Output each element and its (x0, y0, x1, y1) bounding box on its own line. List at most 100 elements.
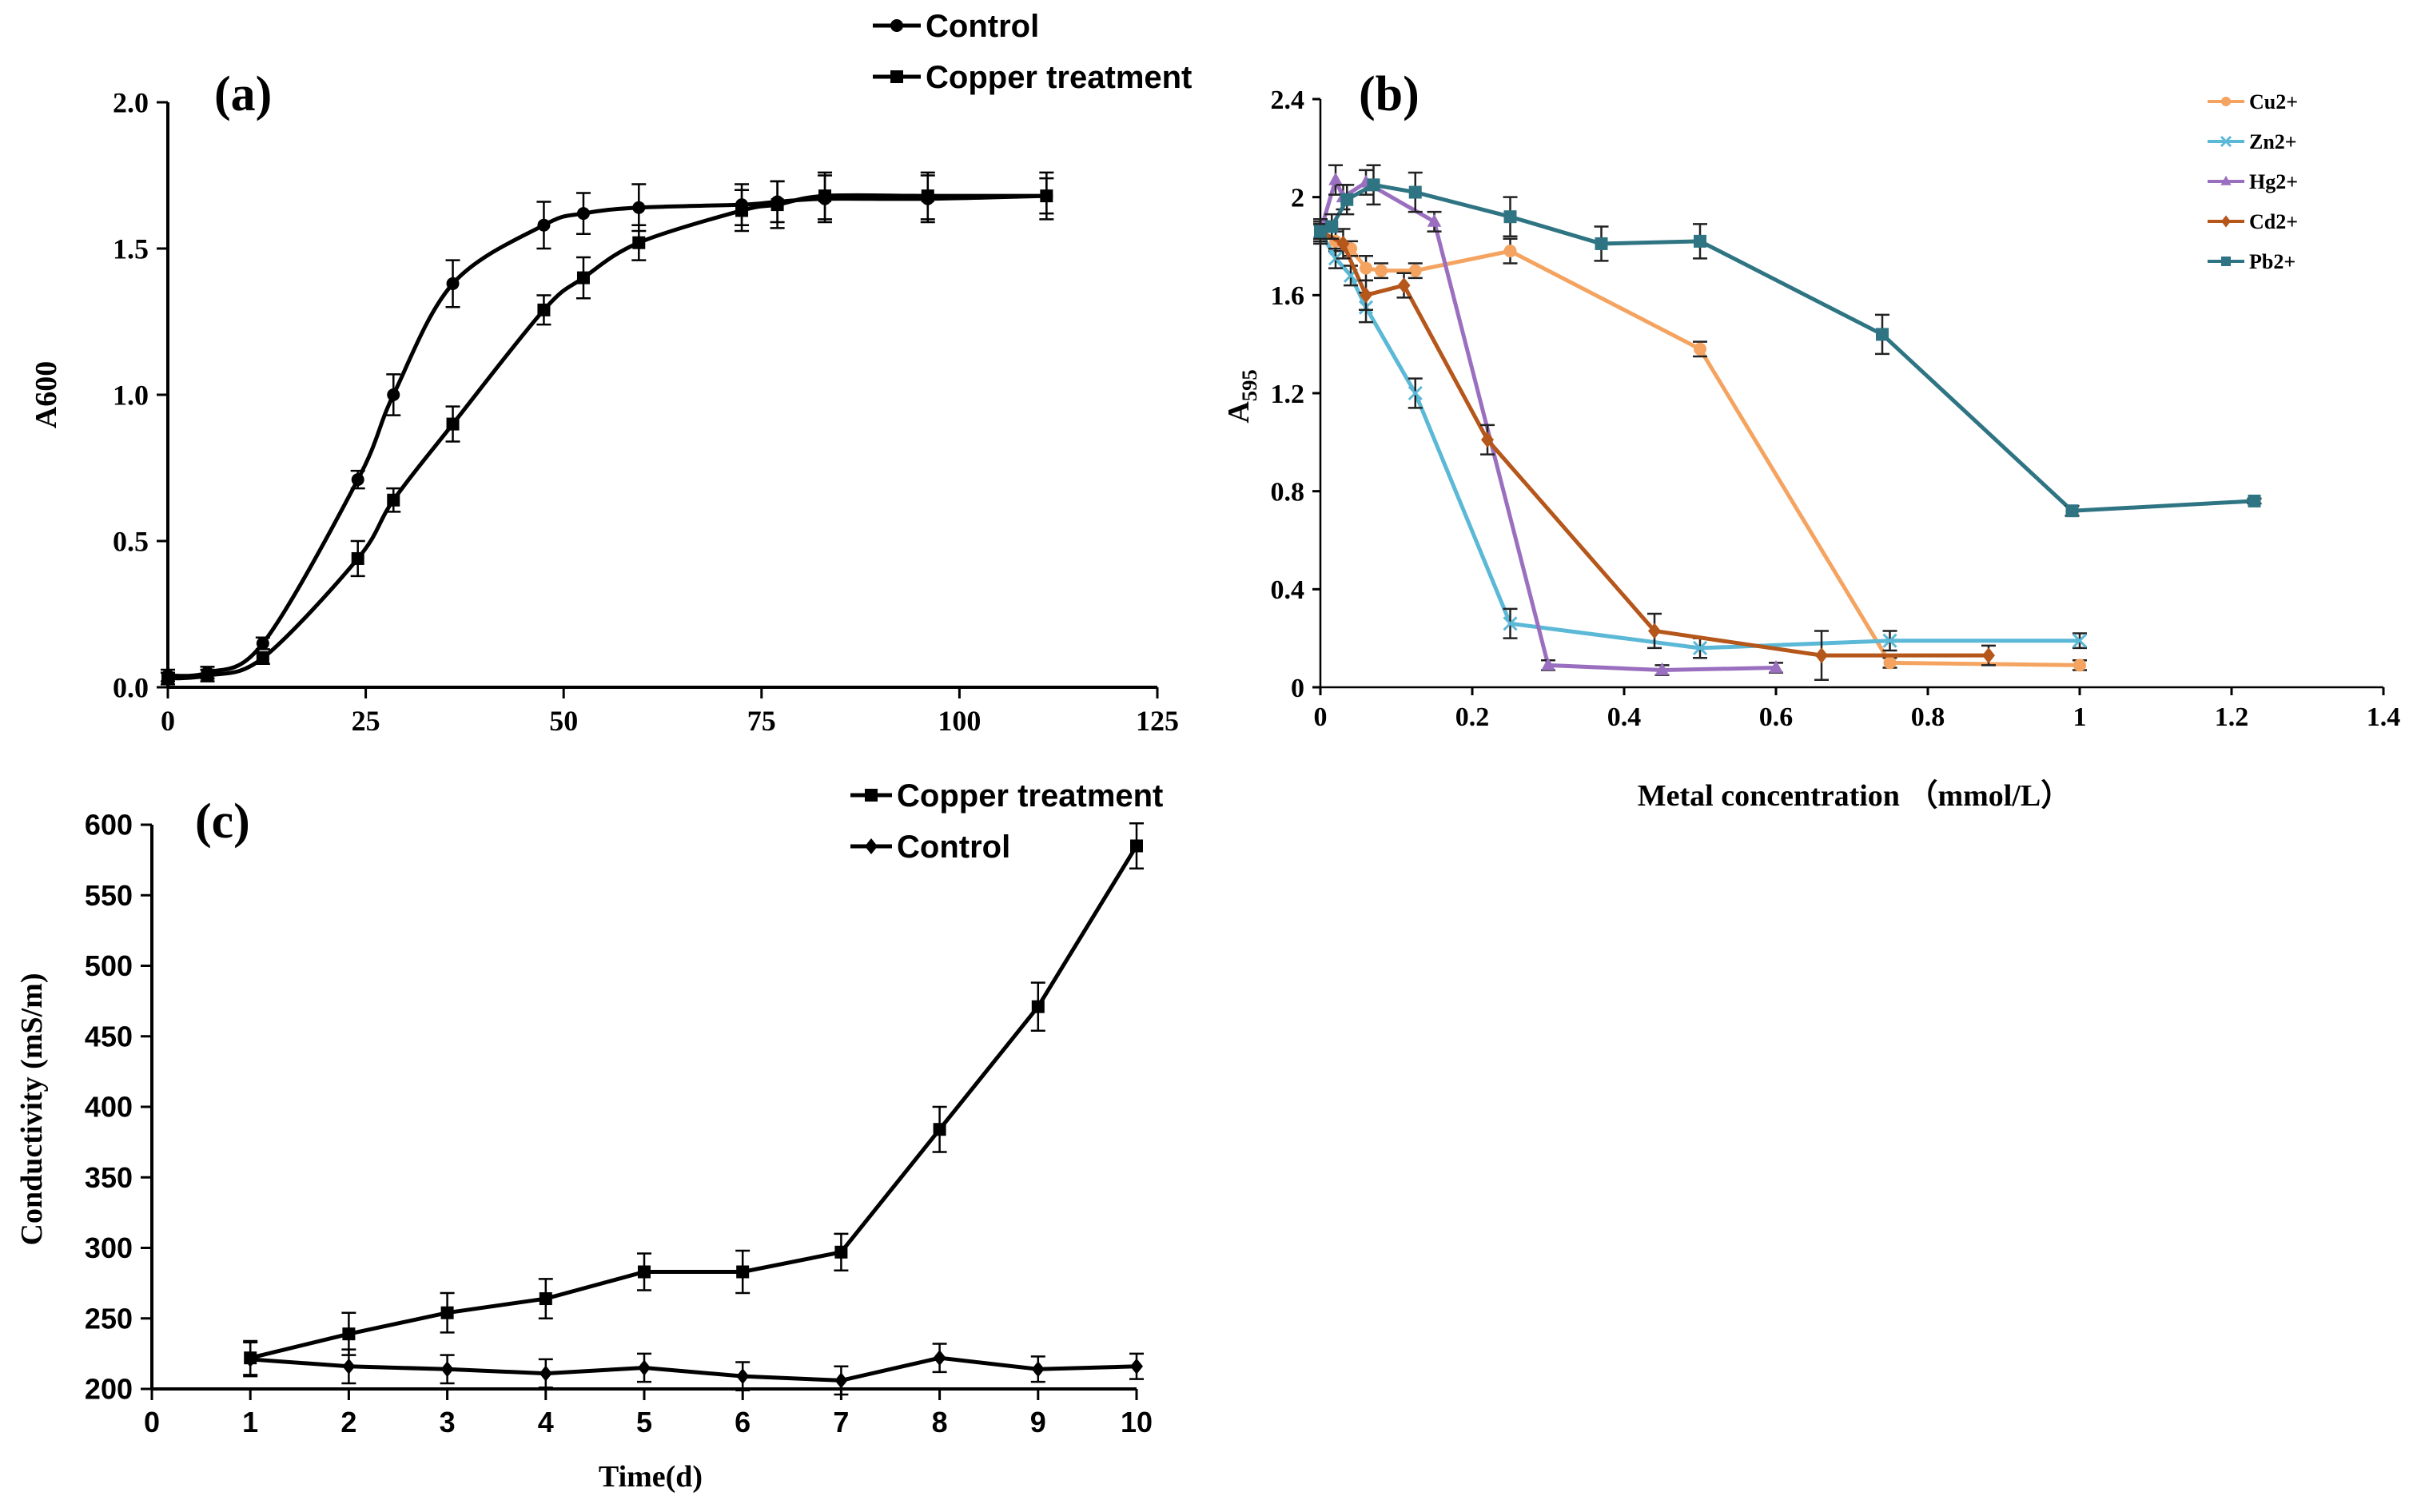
data-point (1031, 1000, 1045, 1013)
panel-b-chart: 0 0.2 0.4 0.6 0.8 1 1.2 1.4 0 0.4 0.8 1.2 1.6 2 2.4 (b)… (1222, 67, 2400, 813)
data-point (1130, 839, 1143, 853)
y-tick-label: 300 (85, 1231, 133, 1264)
data-point (1503, 245, 1517, 258)
data-point (537, 303, 551, 316)
data-point (1408, 385, 1423, 401)
x-tick-label: 1.2 (2215, 702, 2249, 732)
x-tick-label: 0 (144, 1406, 160, 1438)
x-tick-label: 3 (440, 1406, 456, 1438)
data-point (834, 1372, 848, 1389)
x-tick-label: 0.4 (1607, 702, 1642, 732)
data-point (818, 189, 832, 203)
x-tick-label: 1 (2073, 702, 2087, 732)
y-tick-label: 550 (85, 879, 133, 912)
series-control (161, 171, 1054, 682)
legend-marker (865, 789, 878, 802)
x-tick-label: 8 (932, 1406, 948, 1438)
series-copper-treatment (161, 171, 1054, 686)
x-tick-label: 6 (735, 1406, 751, 1438)
legend-label: Copper treatment (897, 778, 1163, 814)
y-tick-label: 1.2 (1271, 380, 1305, 409)
data-point (1654, 662, 1670, 675)
data-point (387, 388, 400, 401)
data-point (161, 672, 174, 686)
data-point (736, 1368, 750, 1385)
legend: Cu2+ Zn2+ Hg2+ Cd2+ Pb2+ (2208, 90, 2298, 273)
series-hg2- (1313, 164, 1783, 676)
data-point (256, 637, 269, 651)
data-point (440, 1361, 454, 1378)
x-tick-label: 25 (352, 705, 380, 737)
x-tick-label: 10 (1121, 1406, 1153, 1438)
y-tick-label: 400 (85, 1091, 133, 1124)
data-point (2248, 494, 2261, 507)
series-cu2- (1313, 223, 2087, 672)
y-tick-label: 0.0 (113, 672, 149, 704)
series-line (250, 1355, 1137, 1383)
series-copper-treatment (243, 822, 1144, 1376)
data-point (1328, 251, 1344, 266)
data-point (342, 1358, 356, 1375)
series-line (1319, 229, 1989, 658)
series-line (167, 193, 1047, 681)
series-line (1318, 173, 1777, 673)
data-point (1040, 189, 1053, 203)
data-point (1367, 178, 1380, 192)
x-tick-label: 0 (161, 705, 175, 737)
x-axis-label: Time(d) (599, 1460, 703, 1494)
legend-label: Cu2+ (2249, 90, 2298, 113)
x-tick-label: 0.8 (1911, 702, 1945, 732)
data-point (537, 218, 551, 232)
legend-label: Control (897, 830, 1010, 865)
data-point (539, 1365, 552, 1382)
y-tick-label: 2.0 (113, 87, 149, 119)
y-tick-label: 450 (85, 1020, 133, 1052)
data-point (1815, 647, 1828, 664)
data-point (539, 1292, 552, 1306)
x-tick-label: 1.4 (2367, 702, 2401, 732)
data-point (446, 277, 460, 290)
legend-marker (2220, 175, 2232, 185)
y-tick-label: 500 (85, 949, 133, 982)
data-point (1883, 656, 1897, 670)
panel-label: (a) (214, 67, 272, 121)
y-tick-label: 1.0 (113, 380, 149, 412)
y-tick-label: 2.4 (1271, 86, 1305, 115)
data-point (1503, 616, 1518, 631)
legend-label: Pb2+ (2249, 250, 2296, 273)
data-point (351, 551, 364, 565)
x-tick-label: 4 (538, 1406, 554, 1438)
data-point (440, 1306, 454, 1319)
data-point (1982, 647, 1995, 664)
x-tick-label: 5 (636, 1406, 652, 1438)
data-point (933, 1123, 946, 1136)
legend-marker (890, 19, 903, 32)
data-point (1314, 225, 1327, 238)
data-point (770, 198, 784, 212)
data-point (1769, 659, 1783, 673)
panel-a-chart: 0 25 50 75 100 125 0.0 0.5 1.0 1.5 2.0 (a) A600 Contr… (30, 9, 1192, 737)
series-line (1320, 182, 2255, 513)
data-point (244, 1351, 257, 1367)
x-tick-label: 0.6 (1759, 702, 1794, 732)
legend-label: Control (926, 9, 1039, 44)
data-point (256, 651, 269, 665)
series-line (249, 845, 1139, 1360)
data-point (1336, 235, 1350, 252)
panel-label: (b) (1359, 67, 1420, 121)
series-cd2- (1313, 218, 1996, 682)
legend-marker (2221, 215, 2231, 228)
y-tick-label: 1.6 (1271, 281, 1305, 311)
data-point (933, 1350, 946, 1367)
x-tick-label: 1 (242, 1406, 258, 1438)
series-line (1319, 229, 2080, 667)
data-point (1325, 220, 1339, 233)
y-tick-label: 1.5 (113, 233, 149, 265)
x-tick-label: 100 (938, 705, 981, 737)
data-point (1876, 328, 1889, 341)
legend-label: Cd2+ (2249, 210, 2298, 233)
y-tick-label: 600 (85, 809, 133, 842)
panel-label: (c) (195, 794, 250, 849)
data-point (2065, 504, 2079, 518)
data-point (1541, 657, 1555, 670)
